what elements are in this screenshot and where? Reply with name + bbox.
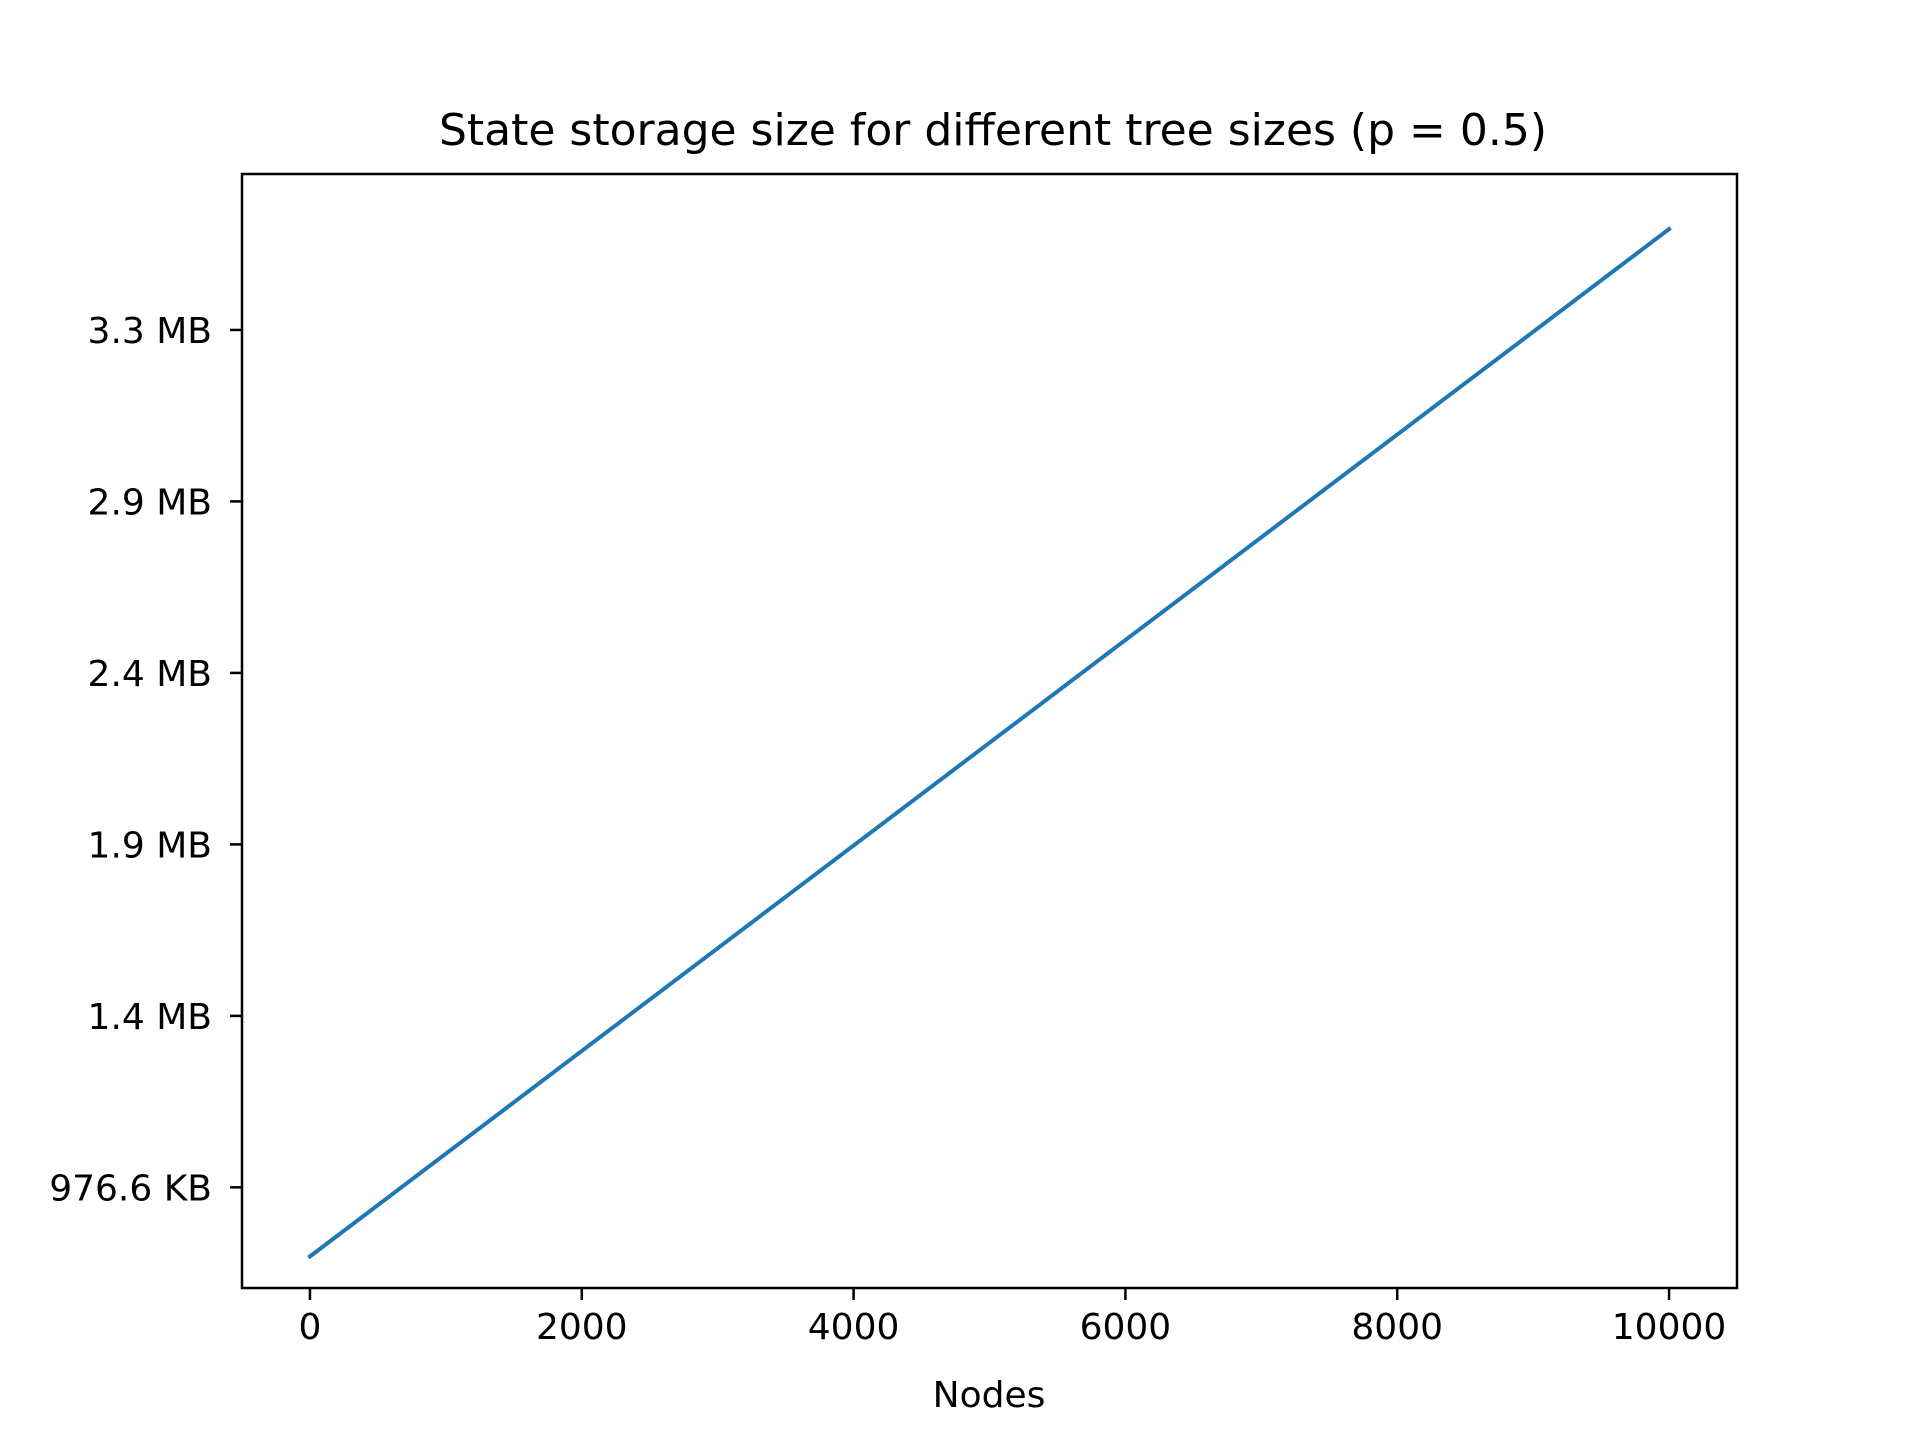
x-axis: 0 2000 4000 6000 8000 10000 (299, 1288, 1727, 1348)
series-line-0 (307, 226, 1672, 1260)
y-tick-label: 1.4 MB (88, 997, 212, 1038)
x-tick-label: 0 (299, 1307, 322, 1348)
x-axis-label: Nodes (933, 1375, 1046, 1416)
y-tick-label: 2.4 MB (88, 654, 212, 695)
plot-frame (240, 172, 1739, 1290)
x-tick-label: 8000 (1351, 1307, 1443, 1348)
plot-area (307, 226, 1672, 1260)
chart-title: State storage size for different tree si… (439, 105, 1547, 156)
x-tick-label: 6000 (1080, 1307, 1172, 1348)
y-tick-label: 1.9 MB (88, 825, 212, 866)
x-tick-label: 2000 (536, 1307, 628, 1348)
y-tick-label: 3.3 MB (88, 311, 212, 352)
y-tick-label: 2.9 MB (88, 482, 212, 523)
x-tick-label: 10000 (1612, 1307, 1727, 1348)
y-tick-label: 976.6 KB (49, 1168, 212, 1209)
x-tick-label: 4000 (808, 1307, 900, 1348)
y-axis: 976.6 KB 1.4 MB 1.9 MB 2.4 MB 2.9 MB 3.3 MB (49, 311, 242, 1209)
